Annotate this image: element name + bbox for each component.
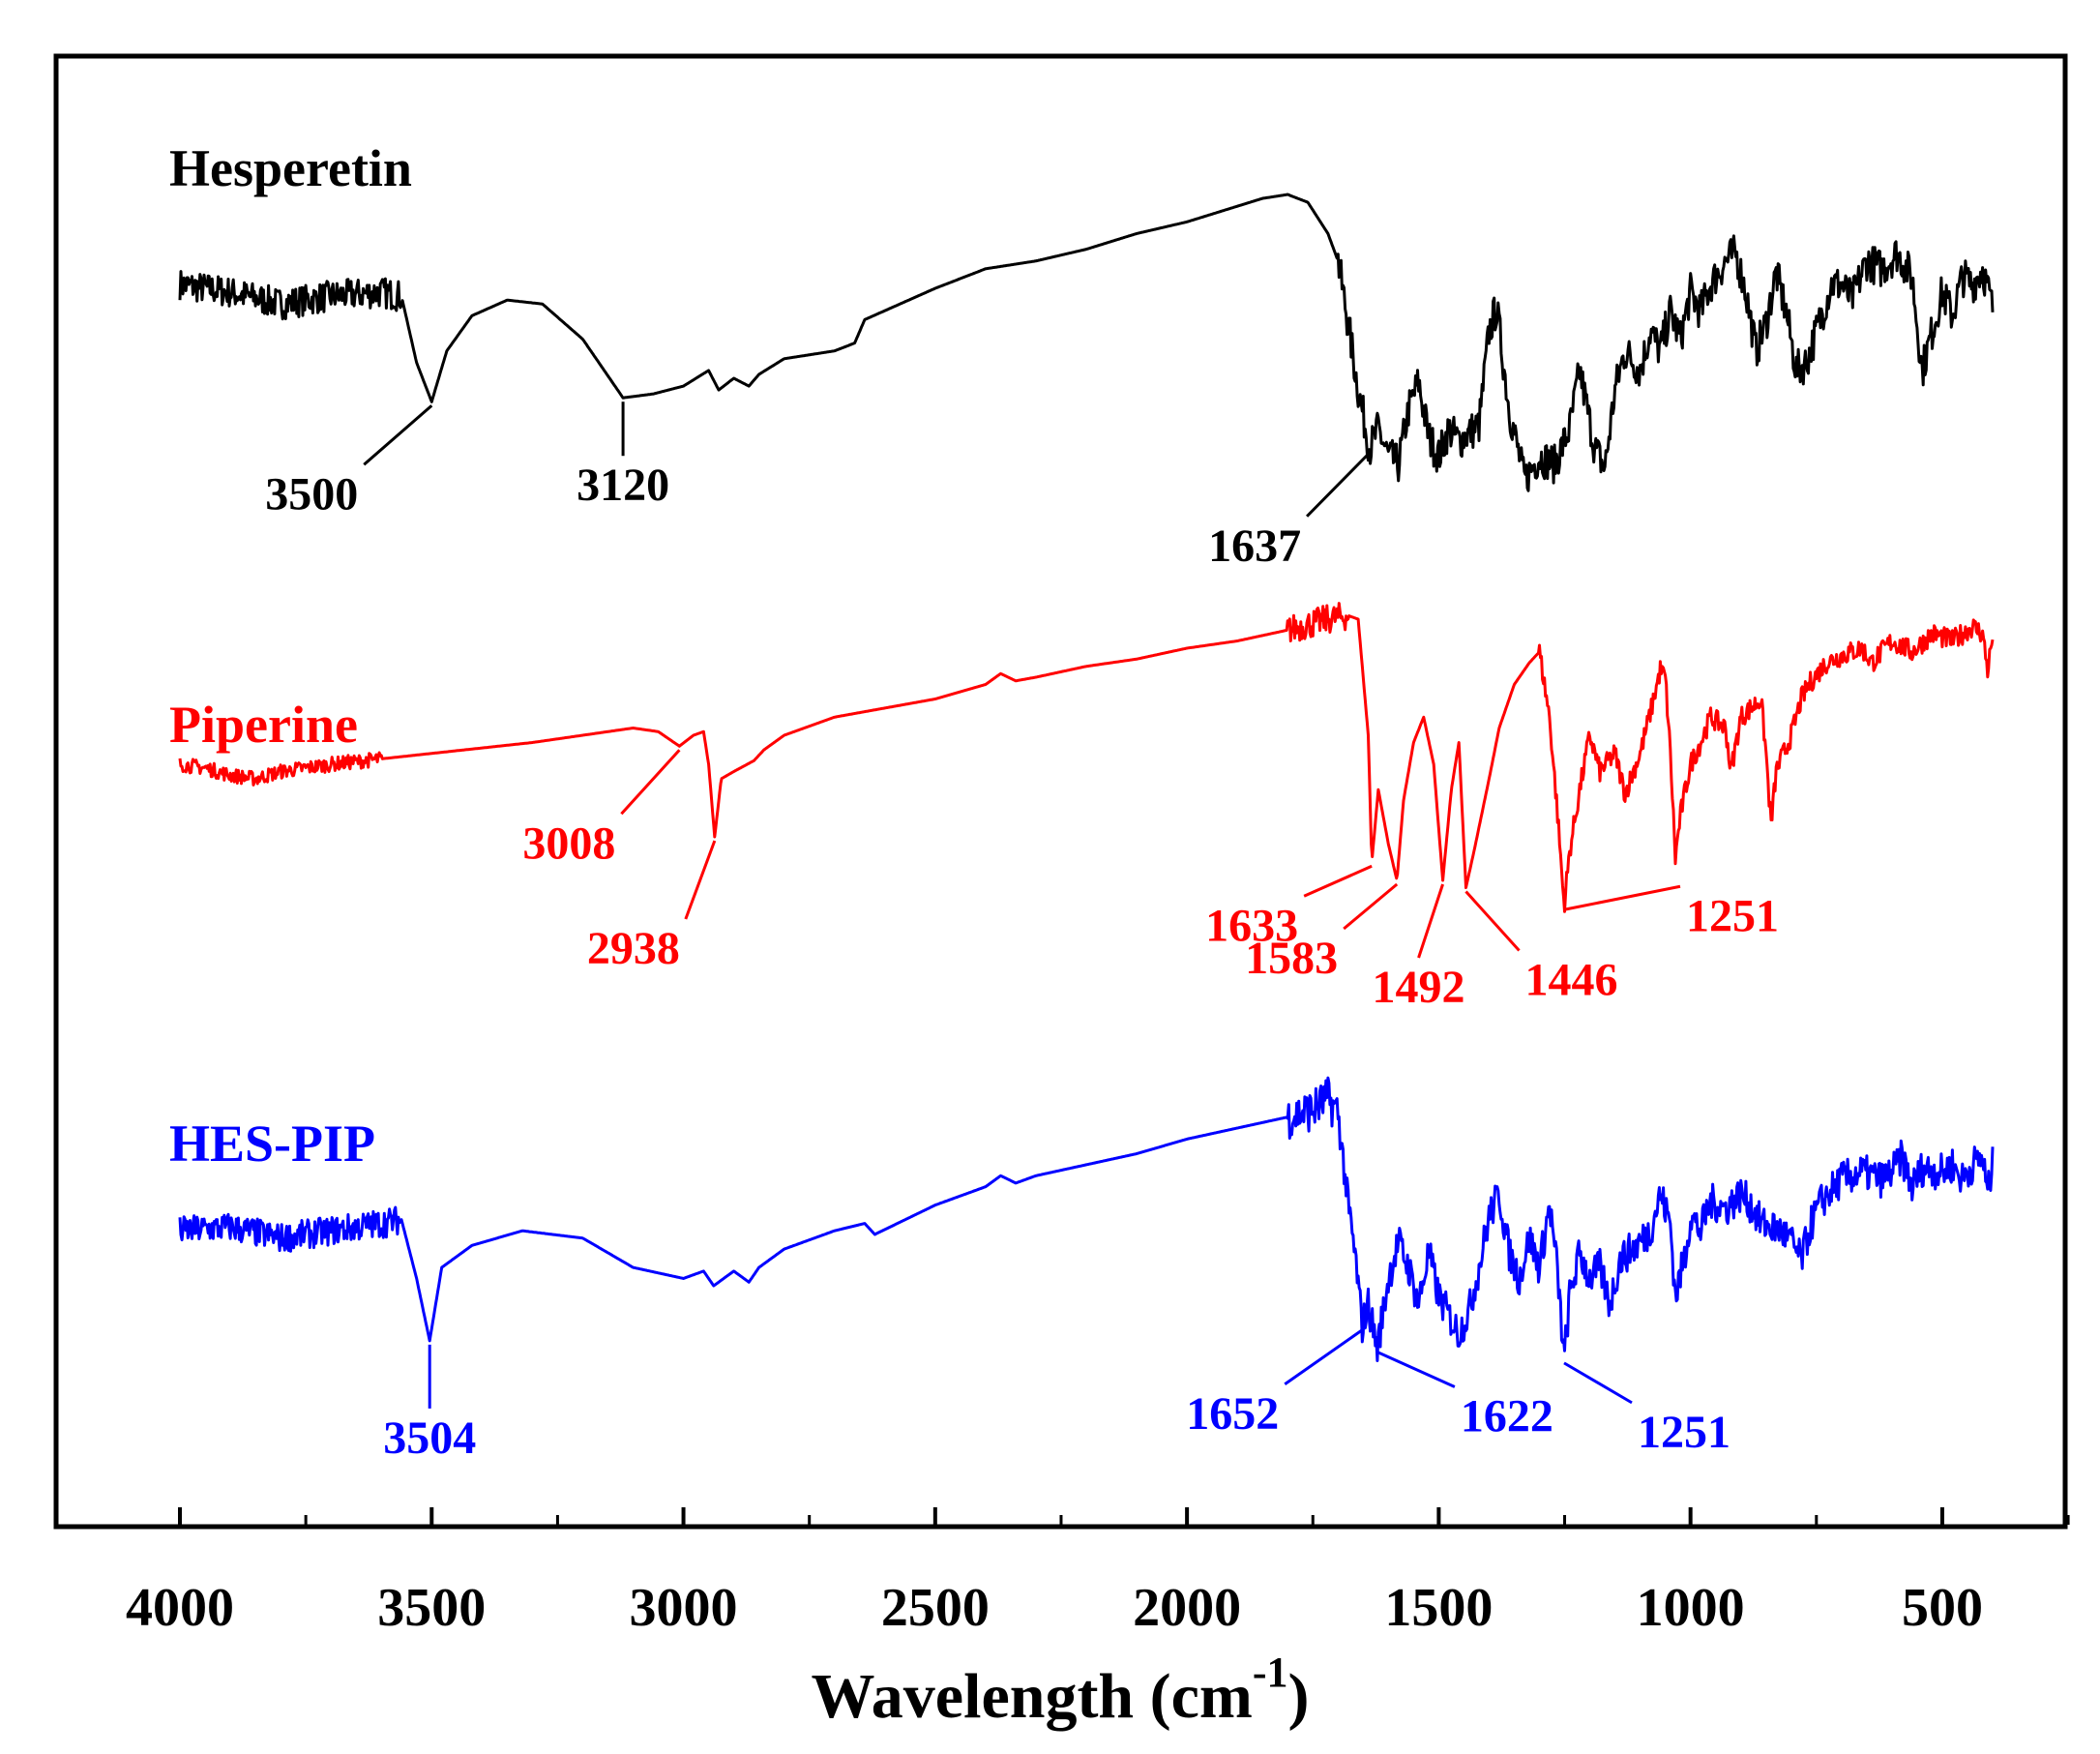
peak-label-1251: 1251 [1686, 890, 1779, 941]
peak-leader-line [1303, 864, 1373, 898]
x-axis-title-close: ) [1288, 1661, 1310, 1732]
peak-leader-line [1343, 882, 1399, 931]
peak-label-1492: 1492 [1373, 962, 1465, 1013]
series-line-piperine [178, 602, 1995, 913]
x-axis-title: Wavelength (cm-1) [811, 1649, 1309, 1732]
x-tick-label: 2500 [881, 1578, 990, 1638]
peak-label-1446: 1446 [1524, 955, 1617, 1006]
peak-label-1251: 1251 [1638, 1407, 1730, 1458]
series-label-hes-pip: HES-PIP [169, 1115, 375, 1173]
x-tick-label: 3000 [630, 1578, 738, 1638]
peak-leader-line [1563, 1361, 1633, 1405]
peak-leader-line [1284, 1328, 1364, 1385]
peak-leader-line [363, 404, 433, 466]
peak-label-3504: 3504 [383, 1412, 476, 1464]
x-tick-label: 1500 [1384, 1578, 1493, 1638]
series-label-hesperetin: Hesperetin [169, 139, 412, 197]
x-tick-label: 3500 [377, 1578, 486, 1638]
peak-leader-line [1306, 451, 1372, 518]
x-axis-ticks: 4000 3500 3000 2500 2000 1500 1000 500 [126, 1507, 2070, 1638]
peak-label-1583: 1583 [1245, 933, 1338, 984]
peak-leader-line [1563, 884, 1681, 911]
x-axis-title-superscript: -1 [1253, 1649, 1288, 1696]
series-layer [178, 193, 1995, 1362]
peak-leader-line [1376, 1351, 1456, 1388]
plot-frame [53, 53, 2068, 1530]
peak-label-3120: 3120 [577, 460, 669, 511]
peak-leader-line [1417, 883, 1444, 959]
peak-label-2938: 2938 [587, 923, 680, 974]
peak-leader-line [620, 749, 681, 816]
peak-leader-line [684, 840, 717, 920]
x-tick-label: 4000 [126, 1578, 234, 1638]
x-tick-label: 500 [1902, 1578, 1983, 1638]
peak-leader-line [1464, 890, 1521, 952]
x-axis-title-main: Wavelength (cm [811, 1661, 1252, 1732]
x-tick-label: 2000 [1133, 1578, 1241, 1638]
peak-label-3500: 3500 [265, 468, 358, 520]
peak-label-1633: 1633 [1205, 900, 1298, 951]
series-line-hes-pip [178, 1076, 1995, 1362]
series-label-piperine: Piperine [169, 696, 358, 754]
peak-label-1622: 1622 [1461, 1391, 1553, 1442]
peak-label-1637: 1637 [1208, 520, 1301, 572]
peak-label-1652: 1652 [1186, 1388, 1279, 1440]
series-line-hesperetin [178, 193, 1995, 492]
x-tick-label: 1000 [1637, 1578, 1745, 1638]
peak-label-3008: 3008 [522, 818, 615, 869]
